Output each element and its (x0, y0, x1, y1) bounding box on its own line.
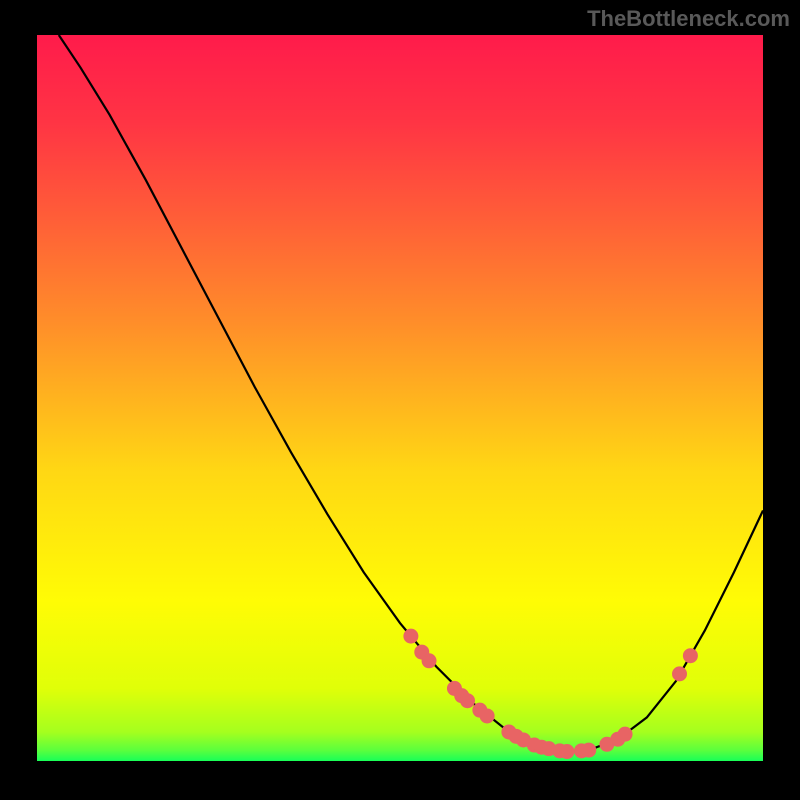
chart-svg (37, 35, 763, 761)
data-marker (582, 743, 596, 757)
watermark-text: TheBottleneck.com (587, 6, 790, 32)
bottleneck-curve (59, 35, 763, 752)
data-marker (422, 654, 436, 668)
data-marker (683, 649, 697, 663)
plot-area (37, 35, 763, 761)
data-marker (404, 629, 418, 643)
data-marker (673, 667, 687, 681)
chart-container: TheBottleneck.com (0, 0, 800, 800)
data-marker (461, 694, 475, 708)
data-marker (480, 709, 494, 723)
data-marker (560, 745, 574, 759)
markers-group (404, 629, 698, 758)
data-marker (618, 727, 632, 741)
